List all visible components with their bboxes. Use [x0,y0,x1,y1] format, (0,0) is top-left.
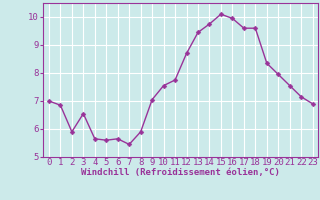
X-axis label: Windchill (Refroidissement éolien,°C): Windchill (Refroidissement éolien,°C) [81,168,280,177]
